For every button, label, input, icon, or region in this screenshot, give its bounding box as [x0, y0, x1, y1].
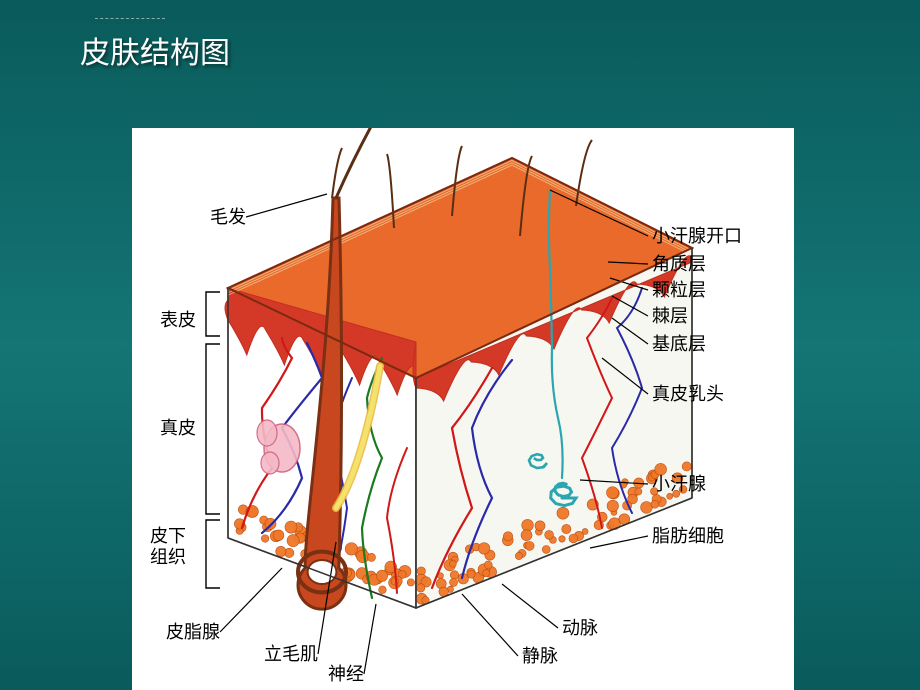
- label-dermis: 真皮: [160, 418, 196, 439]
- title-underline: [95, 18, 165, 19]
- skin-diagram: 毛发表皮真皮皮下 组织皮脂腺立毛肌神经 小汗腺开口角质层颗粒层棘层基底层真皮乳头小…: [132, 128, 794, 690]
- label-nerve: 神经: [328, 664, 364, 685]
- label-sweat_pore: 小汗腺开口: [652, 226, 742, 247]
- label-stratum_corneum: 角质层: [652, 254, 706, 275]
- label-sebaceous: 皮脂腺: [166, 622, 220, 643]
- label-fat_cells: 脂肪细胞: [652, 526, 724, 547]
- label-stratum_spinosum: 棘层: [652, 306, 688, 327]
- label-vein: 静脉: [522, 646, 558, 667]
- label-stratum_granulosum: 颗粒层: [652, 280, 706, 301]
- label-epidermis: 表皮: [160, 310, 196, 331]
- label-subcutis: 皮下 组织: [150, 526, 186, 567]
- label-artery: 动脉: [562, 618, 598, 639]
- slide-title: 皮肤结构图: [80, 28, 230, 72]
- label-arrector: 立毛肌: [264, 644, 318, 665]
- label-stratum_basale: 基底层: [652, 334, 706, 355]
- label-sweat_gland: 小汗腺: [652, 474, 706, 495]
- label-papillae: 真皮乳头: [652, 384, 724, 405]
- label-hair: 毛发: [210, 207, 246, 228]
